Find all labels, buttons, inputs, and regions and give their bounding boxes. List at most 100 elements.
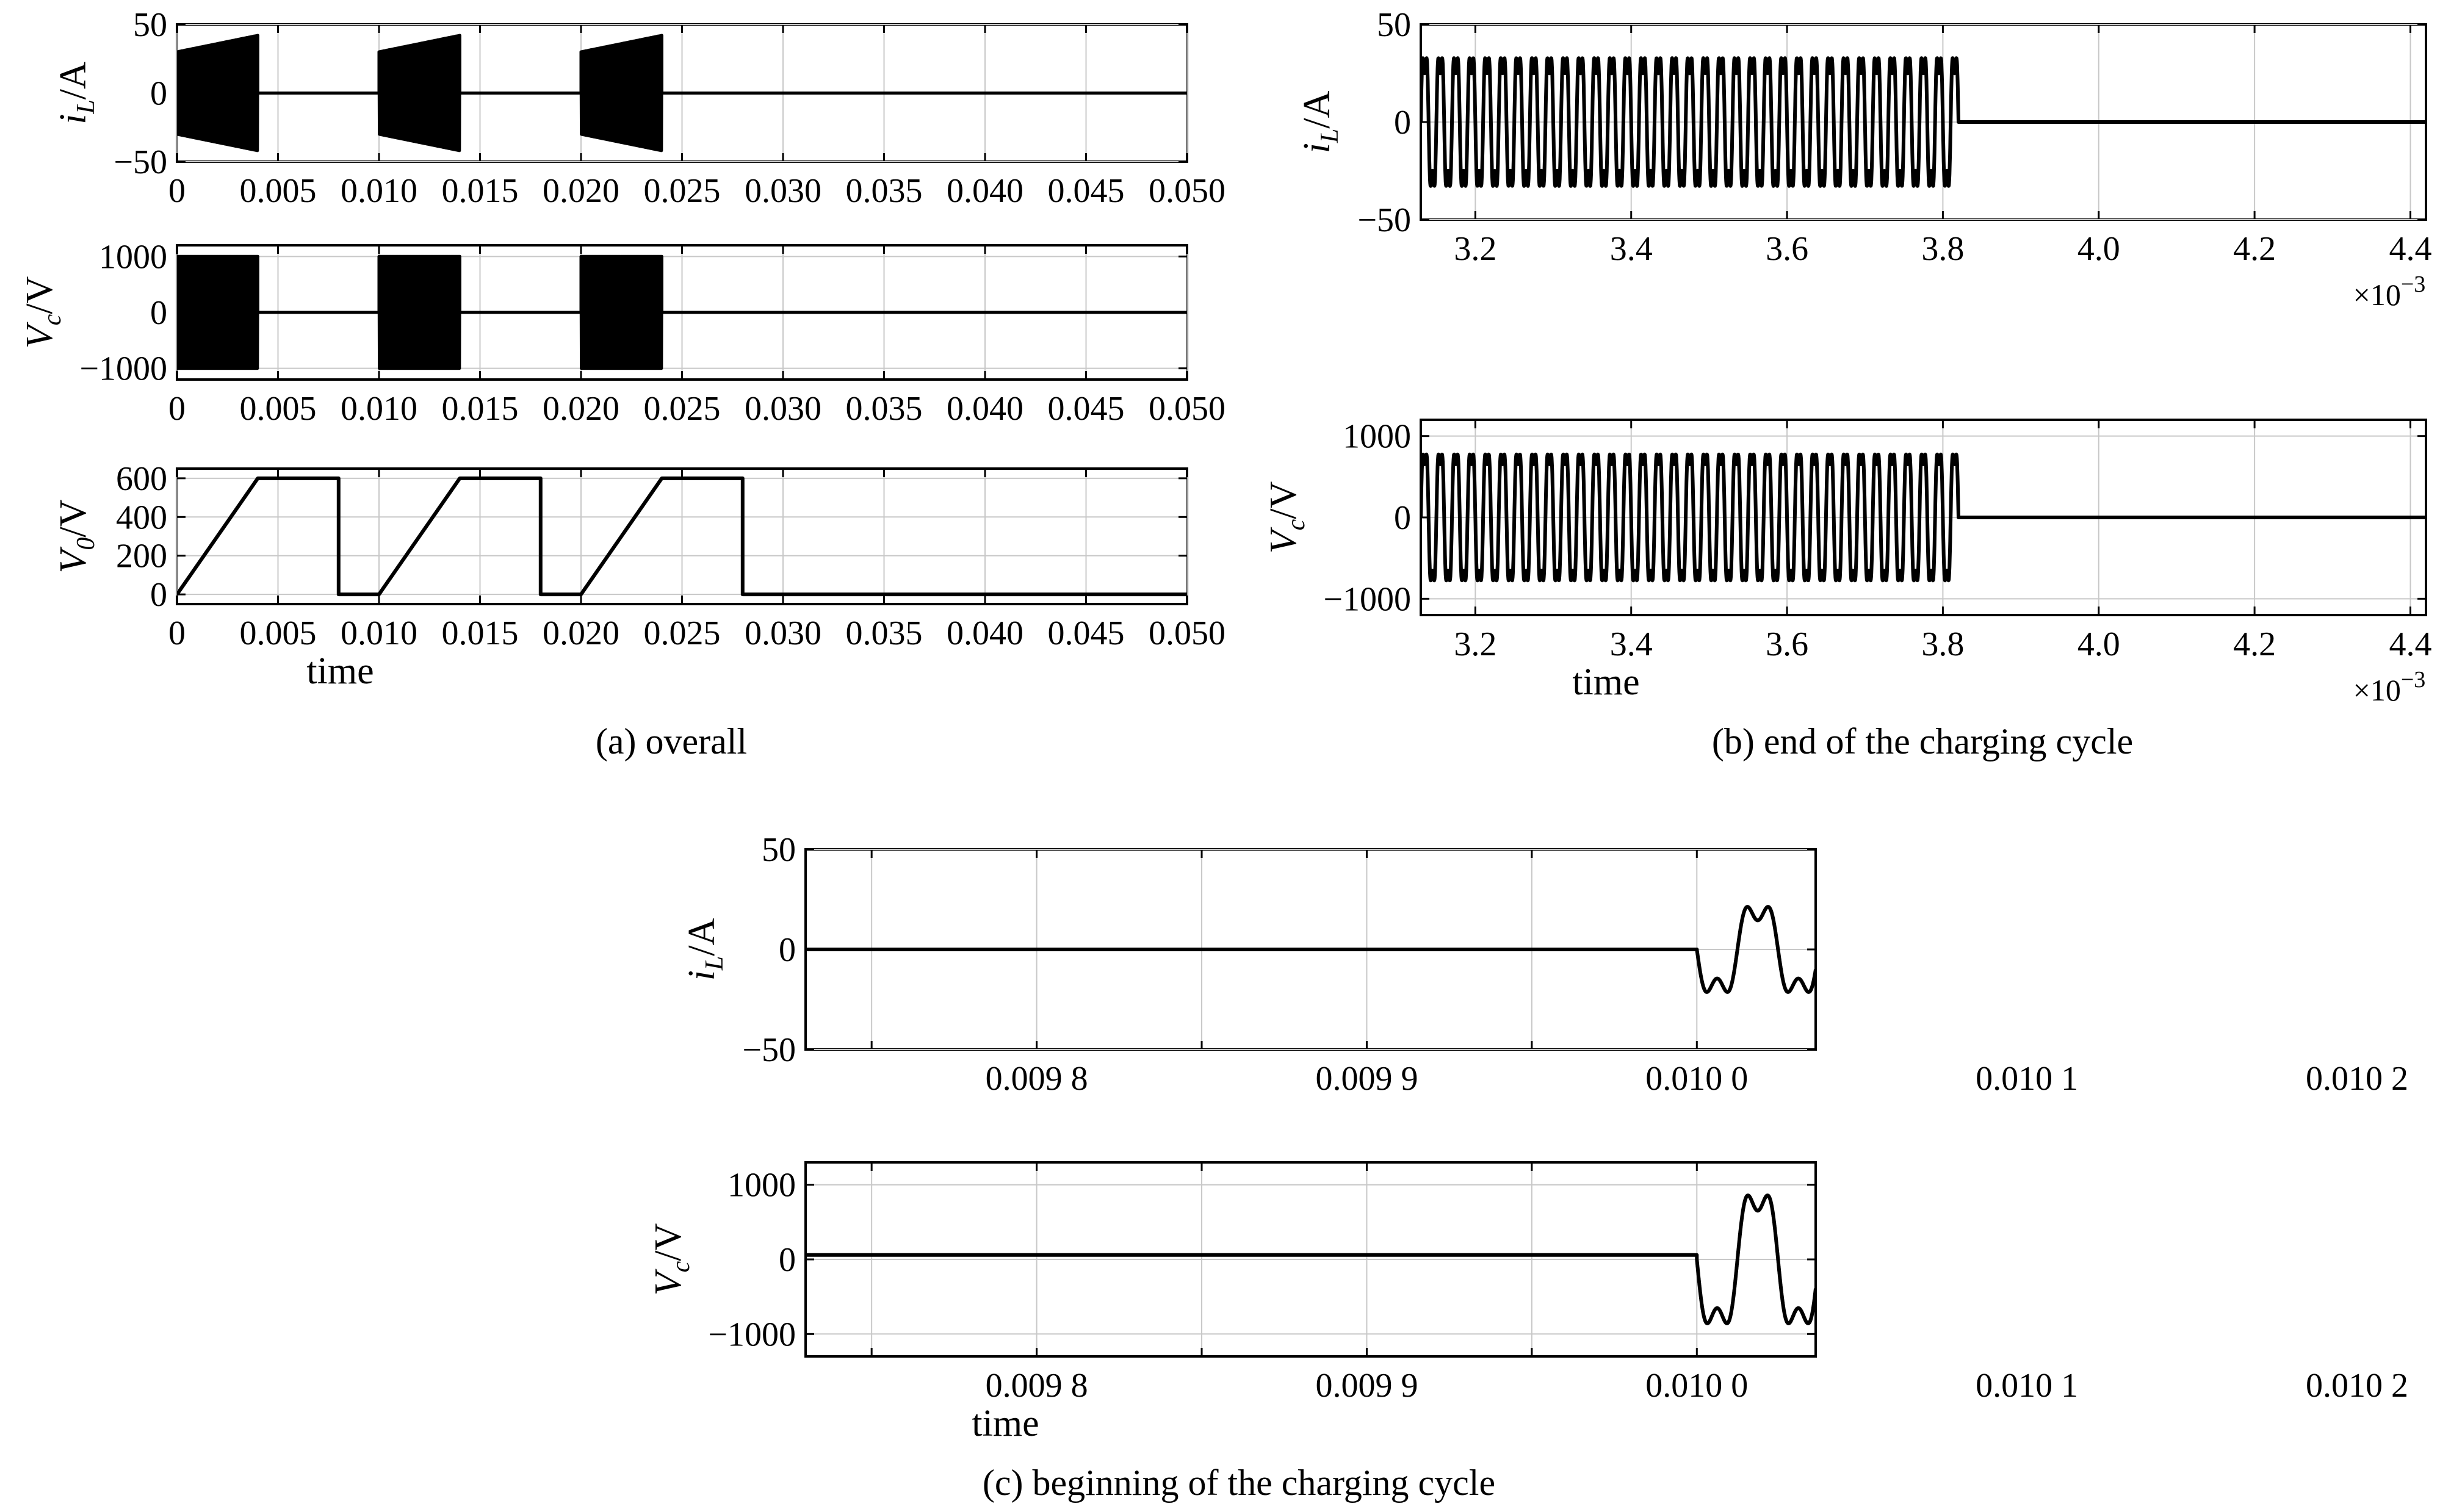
y-tick-label: 50	[1377, 6, 1411, 44]
chart-b2: 3.2 3.4 3.6 3.8 4.0 4.2 4.4 −1000 0 1000 Vc/V time ×…	[1263, 418, 2431, 707]
y-tick-label: 0	[150, 294, 167, 332]
series-trace	[177, 34, 1187, 153]
y-tick-label: 600	[116, 460, 167, 498]
y-tick-label: −1000	[1323, 580, 1411, 618]
y-tick-label: 1000	[727, 1167, 796, 1204]
x-tick-label: 0.020	[543, 172, 619, 210]
y-tick-label: 50	[133, 6, 167, 44]
x-tick-label: 0.030	[745, 614, 821, 652]
x-tick-label: 3.8	[1921, 625, 1964, 663]
x-tick-label: 0.010	[341, 172, 417, 210]
x-tick-label: 0.010 2	[2306, 1060, 2408, 1098]
x-tick-label: 0.010 1	[1976, 1060, 2078, 1098]
y-axis-label: Vc/V	[19, 276, 67, 349]
x-tick-label: 3.8	[1921, 230, 1964, 268]
x-tick-label: 0.020	[543, 614, 619, 652]
x-tick-label: 3.6	[1766, 625, 1808, 663]
chart-a1: 0 0.005 0.010 0.015 0.020 0.025 0.030 0.035 0.04…	[52, 6, 1226, 210]
x-tick-label: 0.010 2	[2306, 1367, 2408, 1405]
x-tick-label: 0.050	[1149, 614, 1226, 652]
x-tick-label: 0.050	[1149, 390, 1226, 428]
x-tick-label: 0.010 0	[1645, 1060, 1748, 1098]
y-tick-label: −1000	[708, 1316, 796, 1353]
x-tick-label: 0.035	[846, 172, 923, 210]
y-tick-label: 0	[150, 576, 167, 614]
chart-c1: 0.009 80.009 90.010 00.010 10.010 20.010…	[681, 831, 2408, 1098]
x-tick-label: 0.035	[846, 390, 923, 428]
y-axis-label: iL/A	[681, 918, 729, 981]
x-tick-label: 0.045	[1048, 390, 1125, 428]
x-tick-label: 0.005	[240, 614, 317, 652]
x-tick-label: 0.040	[947, 614, 1023, 652]
y-tick-label: 1000	[99, 238, 167, 276]
y-axis-label: Vc/V	[648, 1223, 695, 1296]
x-tick-label: 3.2	[1454, 230, 1496, 268]
chart-b1: 3.2 3.4 3.6 3.8 4.0 4.2 4.4 −50 0 50 iL/A ×10−3	[1296, 6, 2431, 312]
x-tick-label: 0.015	[442, 390, 519, 428]
x-tick-label: 0.010 1	[1976, 1367, 2078, 1405]
x-tick-label: 0	[168, 390, 186, 428]
x-tick-label: 4.4	[2389, 625, 2431, 663]
x-tick-label: 4.2	[2233, 230, 2276, 268]
series-trace	[806, 905, 1816, 994]
x-tick-label: 0.040	[947, 172, 1023, 210]
y-tick-label: 0	[779, 1241, 796, 1279]
x-tick-label: 3.6	[1766, 230, 1808, 268]
x-tick-label: 0	[168, 172, 186, 210]
x-tick-label: 0.009 8	[986, 1367, 1088, 1405]
y-tick-label: 400	[116, 499, 167, 536]
y-tick-label: 0	[1394, 499, 1411, 537]
x-tick-label: 0.005	[240, 390, 317, 428]
x-tick-label: 4.2	[2233, 625, 2276, 663]
x-tick-label: 0.005	[240, 172, 317, 210]
x-tick-label: 0.040	[947, 390, 1023, 428]
x-tick-label: 4.0	[2077, 230, 2120, 268]
y-tick-label: 50	[762, 831, 796, 869]
caption-a: (a) overall	[596, 721, 747, 761]
x-tick-label: 0.030	[745, 390, 821, 428]
x-tick-label: 0.025	[644, 614, 721, 652]
x-axis-label: time	[1572, 661, 1639, 703]
caption-c: (c) beginning of the charging cycle	[983, 1463, 1495, 1503]
y-tick-label: 1000	[1343, 418, 1411, 456]
x-tick-label: 0.009 9	[1315, 1367, 1418, 1405]
y-tick-label: −50	[1357, 201, 1411, 239]
x-tick-label: 0.045	[1048, 172, 1125, 210]
x-multiplier: ×10−3	[2353, 272, 2426, 312]
y-axis-label: iL/A	[1296, 90, 1344, 153]
y-axis-label: Vc/V	[1263, 481, 1310, 554]
caption-b: (b) end of the charging cycle	[1712, 721, 2133, 761]
x-tick-label: 0	[168, 614, 186, 652]
x-tick-label: 0.010	[341, 390, 417, 428]
x-tick-label: 0.025	[644, 172, 721, 210]
x-tick-label: 0.015	[442, 172, 519, 210]
x-tick-label: 0.010	[341, 614, 417, 652]
x-tick-label: 4.4	[2389, 230, 2431, 268]
y-axis-label: iL/A	[52, 62, 100, 124]
x-tick-label: 4.0	[2077, 625, 2120, 663]
y-tick-label: 0	[1394, 104, 1411, 142]
x-tick-label: 0.020	[543, 390, 619, 428]
series-trace	[806, 1193, 1816, 1325]
y-tick-label: 0	[779, 931, 796, 969]
x-tick-label: 0.025	[644, 390, 721, 428]
series-trace	[1421, 452, 2426, 583]
x-tick-label: 0.015	[442, 614, 519, 652]
series-trace	[177, 254, 1187, 370]
y-tick-label: −50	[114, 143, 167, 181]
x-tick-label: 0.050	[1149, 172, 1226, 210]
chart-c2: 0.009 80.009 90.010 00.010 10.010 20.010…	[648, 1161, 2408, 1444]
y-tick-label: −50	[742, 1031, 796, 1069]
y-axis-label: V0/V	[52, 499, 100, 573]
x-tick-label: 3.4	[1610, 625, 1653, 663]
x-tick-label: 0.030	[745, 172, 821, 210]
x-multiplier: ×10−3	[2353, 667, 2426, 707]
series-trace	[1421, 56, 2426, 188]
chart-a2: 0 0.005 0.010 0.015 0.020 0.025 0.030 0.035 0.04…	[19, 238, 1226, 428]
chart-a3: 0 0.005 0.010 0.015 0.020 0.025 0.030 0.035 0.04…	[52, 460, 1226, 692]
x-tick-label: 0.045	[1048, 614, 1125, 652]
y-tick-label: −1000	[79, 350, 167, 388]
y-tick-label: 0	[150, 75, 167, 113]
series-trace	[177, 476, 1187, 597]
